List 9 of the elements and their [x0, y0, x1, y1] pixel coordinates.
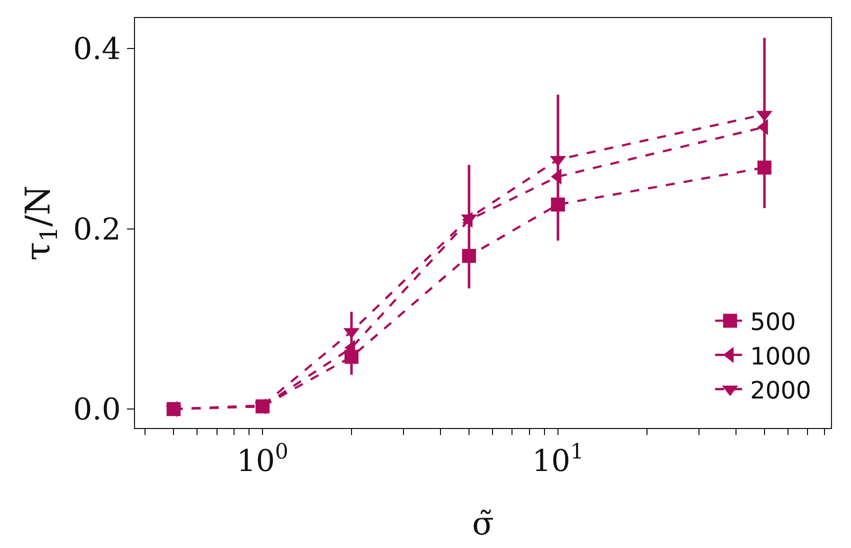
y-tick-label: 0.0 [73, 392, 121, 428]
legend-label: 2000 [750, 376, 812, 404]
legend-label: 500 [750, 308, 796, 336]
y-tick-label: 0.2 [73, 212, 121, 248]
y-tick-label: 0.4 [73, 32, 121, 68]
legend-label: 1000 [750, 342, 812, 370]
x-tick-label: 10$^{0}$ [236, 440, 288, 480]
x-tick-label: 10$^{1}$ [532, 440, 584, 480]
x-axis-title: σ̃ [472, 504, 494, 542]
